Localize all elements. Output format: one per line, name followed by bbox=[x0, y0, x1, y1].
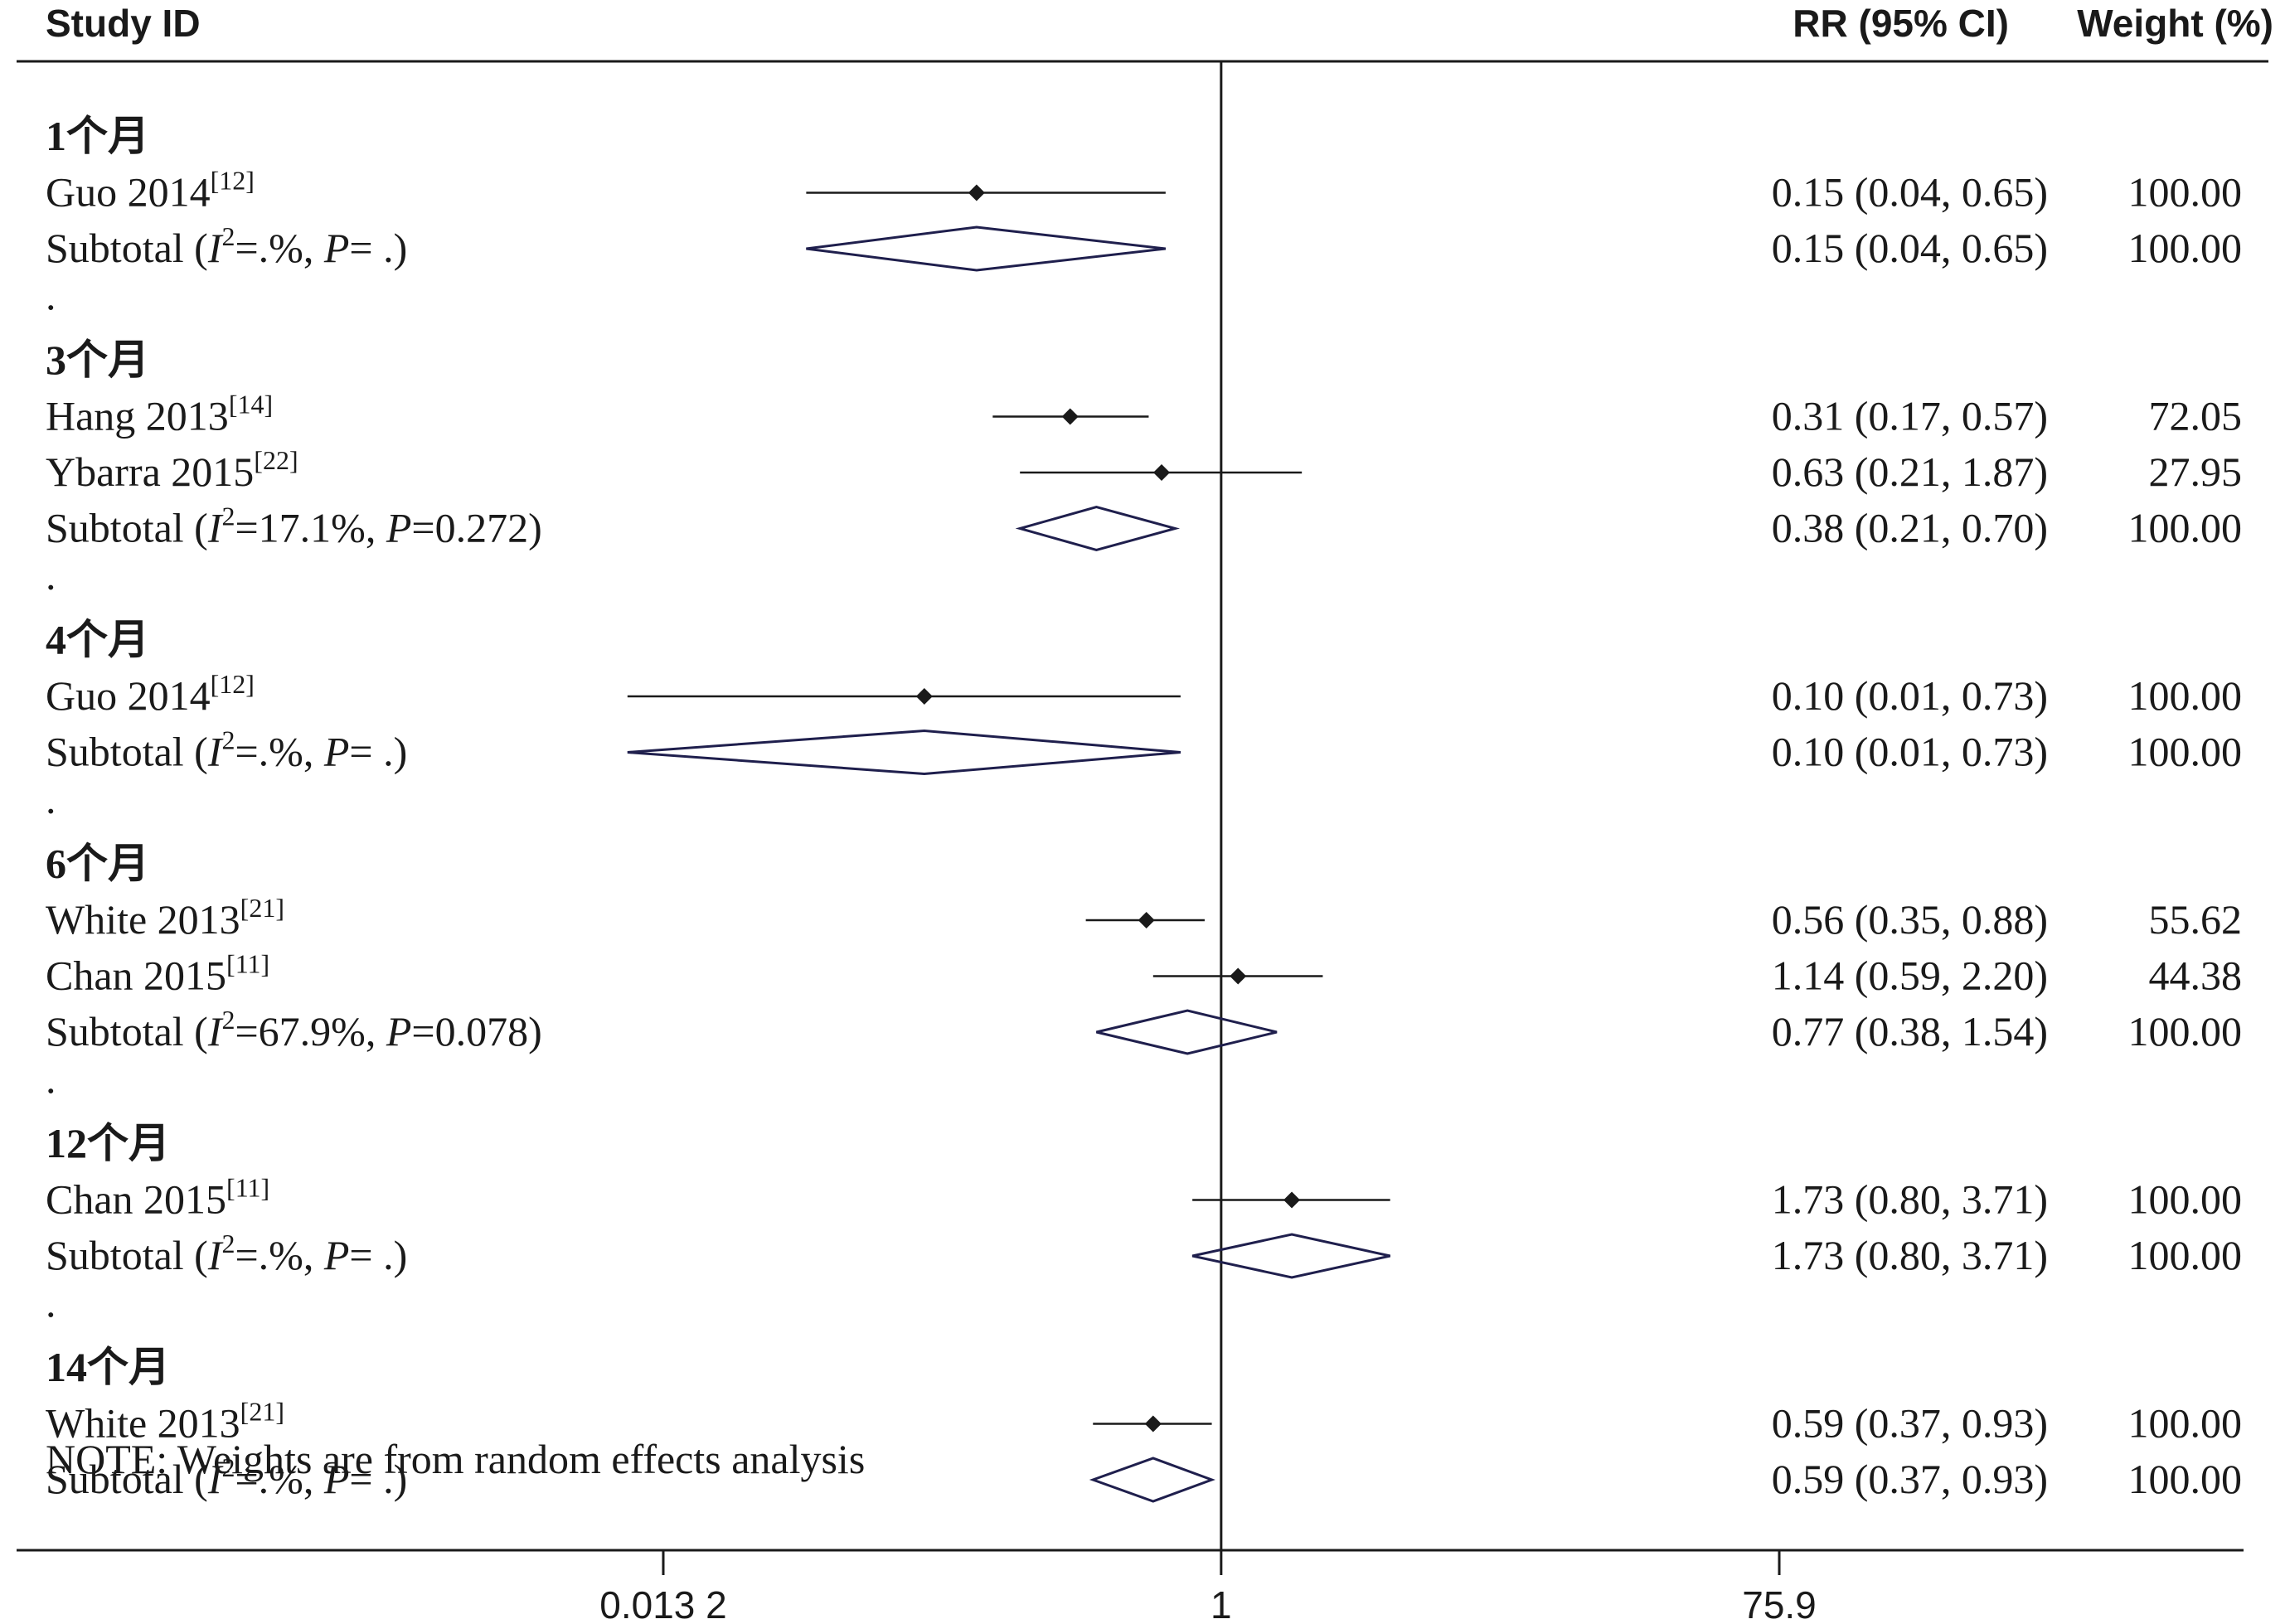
axis-tick-label: 0.013 2 bbox=[599, 1583, 726, 1624]
weight-value: 44.38 bbox=[2149, 953, 2243, 999]
study-label: Chan 2015[11] bbox=[46, 949, 269, 999]
subtotal-diamond bbox=[806, 225, 1167, 272]
weight-value: 100.00 bbox=[2128, 672, 2243, 719]
point-estimate bbox=[1230, 967, 1247, 985]
subtotal-label: Subtotal (I2=.%, P= .) bbox=[46, 1452, 407, 1502]
study-label: Ybarra 2015[22] bbox=[46, 445, 298, 495]
rr-ci-value: 0.15 (0.04, 0.65) bbox=[1772, 225, 2048, 271]
weight-value: 100.00 bbox=[2128, 1176, 2243, 1223]
spacer-dot: . bbox=[46, 1280, 56, 1326]
rows-layer: 1个月 Guo 2014[12] 0.15 (0.04, 0.65) 100.00 Su… bbox=[46, 61, 2242, 1550]
point-estimate bbox=[1153, 464, 1171, 481]
group-label: 4个月 bbox=[46, 617, 149, 663]
subtotal-label: Subtotal (I2=17.1%, P=0.272) bbox=[46, 502, 542, 551]
weight-value: 27.95 bbox=[2149, 448, 2243, 495]
weight-value: 72.05 bbox=[2149, 393, 2243, 439]
group-label: 3个月 bbox=[46, 337, 149, 383]
group-label: 6个月 bbox=[46, 841, 149, 887]
axis-tick-label: 1 bbox=[1210, 1583, 1232, 1624]
note-text: NOTE: Weights are from random effects an… bbox=[46, 1436, 865, 1482]
group-label: 1个月 bbox=[46, 113, 149, 159]
point-estimate bbox=[1144, 1415, 1162, 1433]
rr-ci-value: 1.14 (0.59, 2.20) bbox=[1772, 953, 2048, 999]
spacer-dot: . bbox=[46, 1056, 56, 1103]
point-estimate bbox=[1138, 912, 1155, 928]
study-label: Guo 2014[12] bbox=[46, 669, 255, 719]
weight-value: 100.00 bbox=[2128, 1232, 2243, 1278]
rr-ci-value: 0.15 (0.04, 0.65) bbox=[1772, 169, 2048, 216]
rr-ci-value: 0.38 (0.21, 0.70) bbox=[1772, 505, 2048, 551]
study-label: White 2013[21] bbox=[46, 893, 284, 943]
weight-value: 100.00 bbox=[2128, 169, 2243, 216]
rr-ci-header: RR (95% CI) bbox=[1793, 2, 2009, 45]
weight-value: 100.00 bbox=[2128, 1400, 2243, 1447]
rr-ci-value: 0.56 (0.35, 0.88) bbox=[1772, 896, 2048, 943]
spacer-dot: . bbox=[46, 273, 56, 319]
subtotal-label: Subtotal (I2=.%, P= .) bbox=[46, 221, 407, 271]
spacer-dot: . bbox=[46, 552, 56, 599]
rr-ci-value: 1.73 (0.80, 3.71) bbox=[1772, 1232, 2048, 1278]
weight-value: 100.00 bbox=[2128, 729, 2243, 775]
subtotal-label: Subtotal (I2=67.9%, P=0.078) bbox=[46, 1005, 542, 1054]
spacer-dot: . bbox=[46, 776, 56, 822]
subtotal-label: Subtotal (I2=.%, P= .) bbox=[46, 1229, 407, 1278]
subtotal-label: Subtotal (I2=.%, P= .) bbox=[46, 725, 407, 775]
group-label: 14个月 bbox=[46, 1344, 170, 1390]
rr-ci-value: 0.31 (0.17, 0.57) bbox=[1772, 393, 2048, 439]
rr-ci-value: 1.73 (0.80, 3.71) bbox=[1772, 1176, 2048, 1223]
subtotal-diamond bbox=[1089, 1457, 1215, 1503]
study-label: Chan 2015[11] bbox=[46, 1173, 269, 1223]
point-estimate bbox=[968, 184, 985, 201]
study-label: Hang 2013[14] bbox=[46, 390, 273, 439]
rr-ci-value: 0.10 (0.01, 0.73) bbox=[1772, 729, 2048, 775]
weight-value: 55.62 bbox=[2149, 896, 2243, 943]
weight-value: 100.00 bbox=[2128, 1008, 2243, 1054]
rr-ci-value: 0.77 (0.38, 1.54) bbox=[1772, 1008, 2048, 1054]
weight-value: 100.00 bbox=[2128, 225, 2243, 271]
study-label: White 2013[21] bbox=[46, 1397, 284, 1447]
rr-ci-value: 0.63 (0.21, 1.87) bbox=[1772, 448, 2048, 495]
study-id-header: Study ID bbox=[46, 2, 201, 45]
group-label: 12个月 bbox=[46, 1120, 170, 1166]
rr-ci-value: 0.59 (0.37, 0.93) bbox=[1772, 1456, 2048, 1502]
subtotal-diamond bbox=[627, 729, 1181, 776]
subtotal-diamond bbox=[1015, 505, 1181, 552]
study-label: Guo 2014[12] bbox=[46, 166, 255, 216]
weight-value: 100.00 bbox=[2128, 1456, 2243, 1502]
axis-tick-label: 75.9 bbox=[1742, 1583, 1817, 1624]
point-estimate bbox=[1283, 1191, 1301, 1209]
subtotal-diamond bbox=[1096, 1009, 1278, 1055]
x-axis: 0.013 2 1 75.9 bbox=[599, 1550, 1817, 1624]
point-estimate bbox=[1061, 408, 1079, 425]
point-estimate bbox=[915, 688, 933, 705]
subtotal-diamond bbox=[1191, 1233, 1391, 1279]
rr-ci-value: 0.59 (0.37, 0.93) bbox=[1772, 1400, 2048, 1447]
weight-header: Weight (%) bbox=[2077, 2, 2273, 45]
rr-ci-value: 0.10 (0.01, 0.73) bbox=[1772, 672, 2048, 719]
weight-value: 100.00 bbox=[2128, 505, 2243, 551]
